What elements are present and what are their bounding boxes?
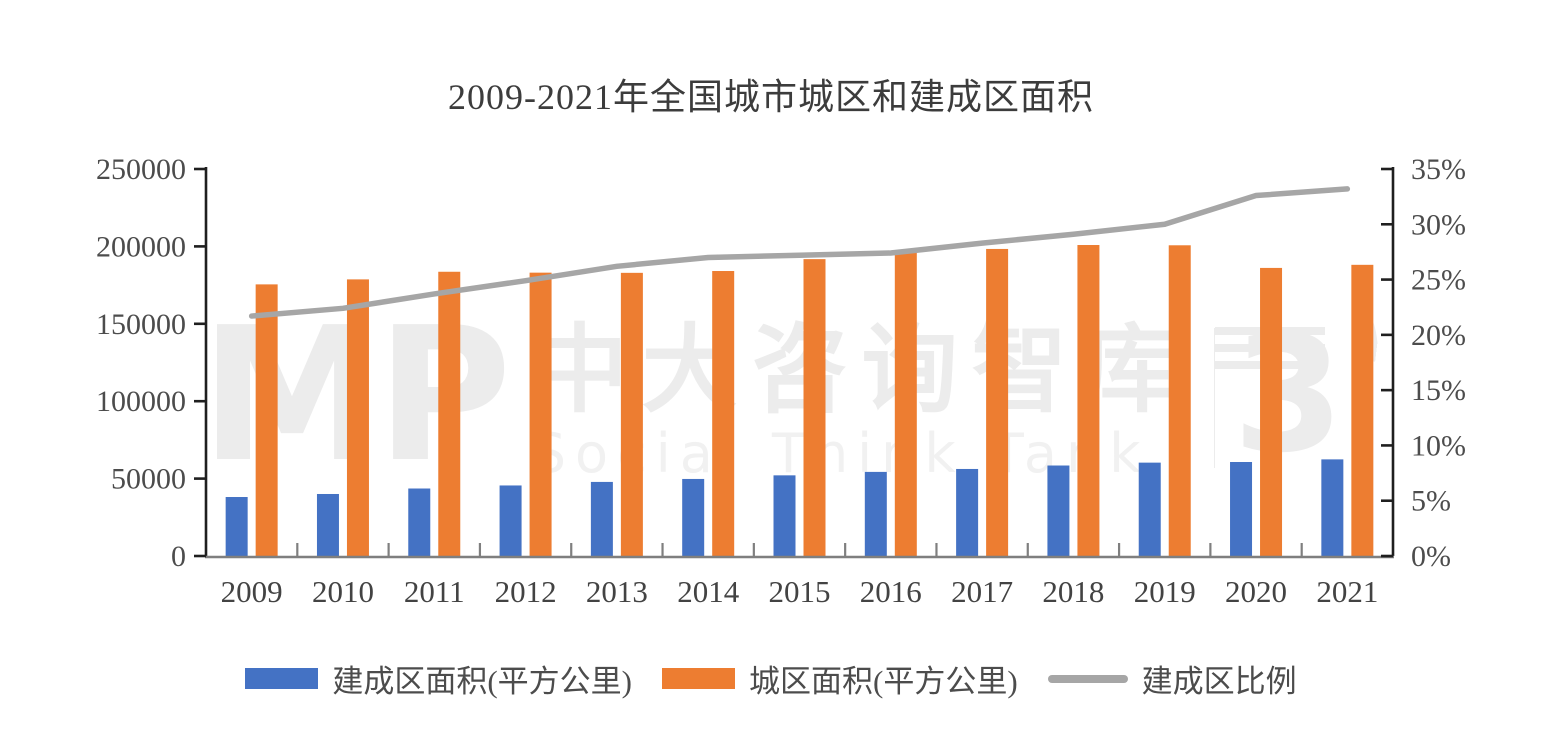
- bar-2015: [773, 475, 796, 556]
- x-axis-label-2015: 2015: [769, 574, 831, 609]
- bar-2015: [803, 259, 826, 556]
- bar-2010: [316, 493, 339, 556]
- bar-2010: [346, 279, 369, 556]
- left-axis-tick-label: 150000: [96, 308, 186, 341]
- left-axis-tick-label: 250000: [96, 153, 186, 186]
- right-axis-tick-label: 35%: [1411, 153, 1466, 186]
- legend-label-urban-area: 城区面积(平方公里): [749, 664, 1018, 699]
- x-axis-label-2013: 2013: [586, 574, 648, 609]
- x-axis-label-2011: 2011: [404, 574, 465, 609]
- chart-title: 2009-2021年全国城市城区和建成区面积: [448, 77, 1094, 117]
- x-axis-label-2018: 2018: [1042, 574, 1104, 609]
- axes: 0 50000 100000 150000 200000 250000 0% 5% 10% 15%…: [96, 153, 1466, 609]
- bar-2013: [620, 272, 643, 556]
- bar-2017: [956, 468, 979, 556]
- chart-legend: 建成区面积(平方公里) 城区面积(平方公里) 建成区比例: [0, 656, 1542, 701]
- bar-2011: [408, 488, 431, 556]
- bar-2011: [438, 271, 461, 556]
- legend-label-built-up-area: 建成区面积(平方公里): [332, 664, 632, 699]
- x-axis-label-2009: 2009: [221, 574, 283, 609]
- bar-2018: [1047, 465, 1070, 556]
- bar-2014: [682, 478, 705, 556]
- legend-label-ratio-line: 建成区比例: [1141, 664, 1297, 699]
- ratio-line: [248, 186, 1351, 319]
- bar-2014: [712, 271, 735, 556]
- right-axis-tick-label: 20%: [1411, 319, 1466, 352]
- x-axis-label-2017: 2017: [951, 574, 1013, 609]
- combo-chart: 0 50000 100000 150000 200000 250000 0% 5% 10% 15%…: [96, 153, 1466, 609]
- bar-2009: [255, 284, 278, 556]
- bar-2021: [1321, 459, 1344, 556]
- bar-2013: [590, 481, 613, 556]
- left-axis-tick-label: 100000: [96, 385, 186, 418]
- bar-2017: [986, 248, 1009, 556]
- x-axis-label-2021: 2021: [1316, 574, 1378, 609]
- x-axis-label-2019: 2019: [1134, 574, 1196, 609]
- bar-2019: [1168, 245, 1191, 557]
- right-axis-tick-label: 10%: [1411, 429, 1466, 462]
- right-axis-tick-label: 5%: [1411, 485, 1451, 518]
- x-axis-label-2012: 2012: [495, 574, 557, 609]
- bar-2012: [529, 272, 552, 556]
- urban-area-bars: [255, 245, 1374, 557]
- bar-2016: [894, 251, 917, 557]
- legend-swatch-built-up-area: [245, 668, 319, 689]
- x-axis-label-2014: 2014: [677, 574, 740, 609]
- bar-2020: [1230, 462, 1253, 556]
- legend-swatch-ratio-line: [1047, 674, 1128, 683]
- bar-2021: [1351, 264, 1374, 556]
- x-axis-label-2016: 2016: [860, 574, 922, 609]
- bar-2018: [1077, 245, 1100, 556]
- left-axis-tick-label: 0: [171, 540, 186, 573]
- right-axis-tick-label: 25%: [1411, 264, 1466, 297]
- x-axis-label-2020: 2020: [1225, 574, 1287, 609]
- legend-swatch-urban-area: [662, 668, 735, 689]
- bar-2019: [1138, 462, 1161, 556]
- x-axis-label-2010: 2010: [312, 574, 374, 609]
- right-axis-tick-label: 15%: [1411, 374, 1466, 407]
- built-up-area-bars: [225, 459, 1344, 556]
- watermark-divider: [1213, 328, 1215, 468]
- watermark-3-glyph: 3: [1232, 301, 1345, 488]
- left-axis-tick-label: 200000: [96, 230, 186, 263]
- right-axis-tick-label: 30%: [1411, 208, 1466, 241]
- bar-2012: [499, 485, 522, 556]
- bar-2009: [225, 497, 248, 556]
- right-axis-tick-label: 0%: [1411, 540, 1451, 573]
- bar-2020: [1260, 267, 1283, 556]
- left-axis-tick-label: 50000: [111, 463, 186, 496]
- bar-2016: [864, 471, 887, 556]
